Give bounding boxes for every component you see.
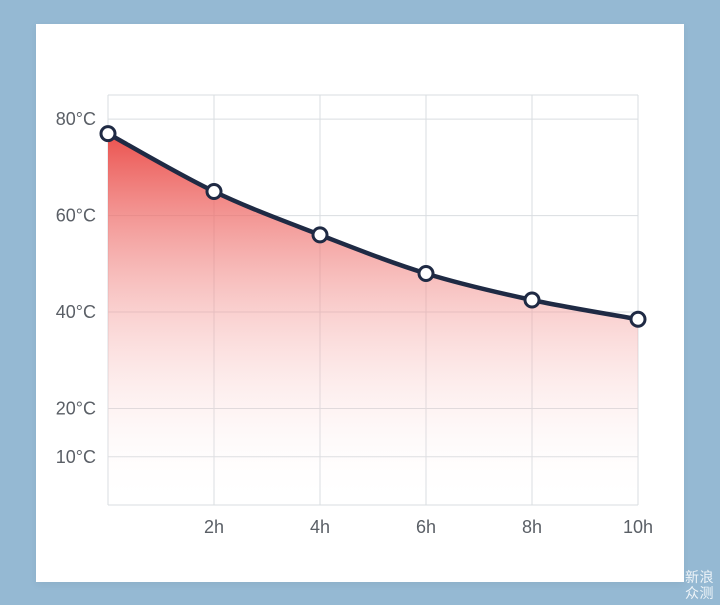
- svg-text:60°C: 60°C: [56, 205, 96, 225]
- chart-area: 10°C 20°C 40°C 60°C 80°C 2h 4h 6h 8h 10h: [36, 24, 684, 582]
- watermark-line2: 众测: [685, 586, 714, 601]
- svg-text:40°C: 40°C: [56, 302, 96, 322]
- svg-text:80°C: 80°C: [56, 109, 96, 129]
- svg-text:20°C: 20°C: [56, 398, 96, 418]
- watermark: 新浪 众测: [685, 570, 714, 601]
- svg-text:10h: 10h: [623, 517, 653, 537]
- outer-frame: 10°C 20°C 40°C 60°C 80°C 2h 4h 6h 8h 10h 新浪 众测: [0, 0, 720, 605]
- svg-text:8h: 8h: [522, 517, 542, 537]
- watermark-line1: 新浪: [685, 570, 714, 585]
- chart-card: 10°C 20°C 40°C 60°C 80°C 2h 4h 6h 8h 10h: [36, 24, 684, 582]
- svg-text:10°C: 10°C: [56, 446, 96, 466]
- temperature-chart: 10°C 20°C 40°C 60°C 80°C 2h 4h 6h 8h 10h: [36, 24, 684, 582]
- svg-text:6h: 6h: [416, 517, 436, 537]
- svg-text:2h: 2h: [204, 517, 224, 537]
- svg-text:4h: 4h: [310, 517, 330, 537]
